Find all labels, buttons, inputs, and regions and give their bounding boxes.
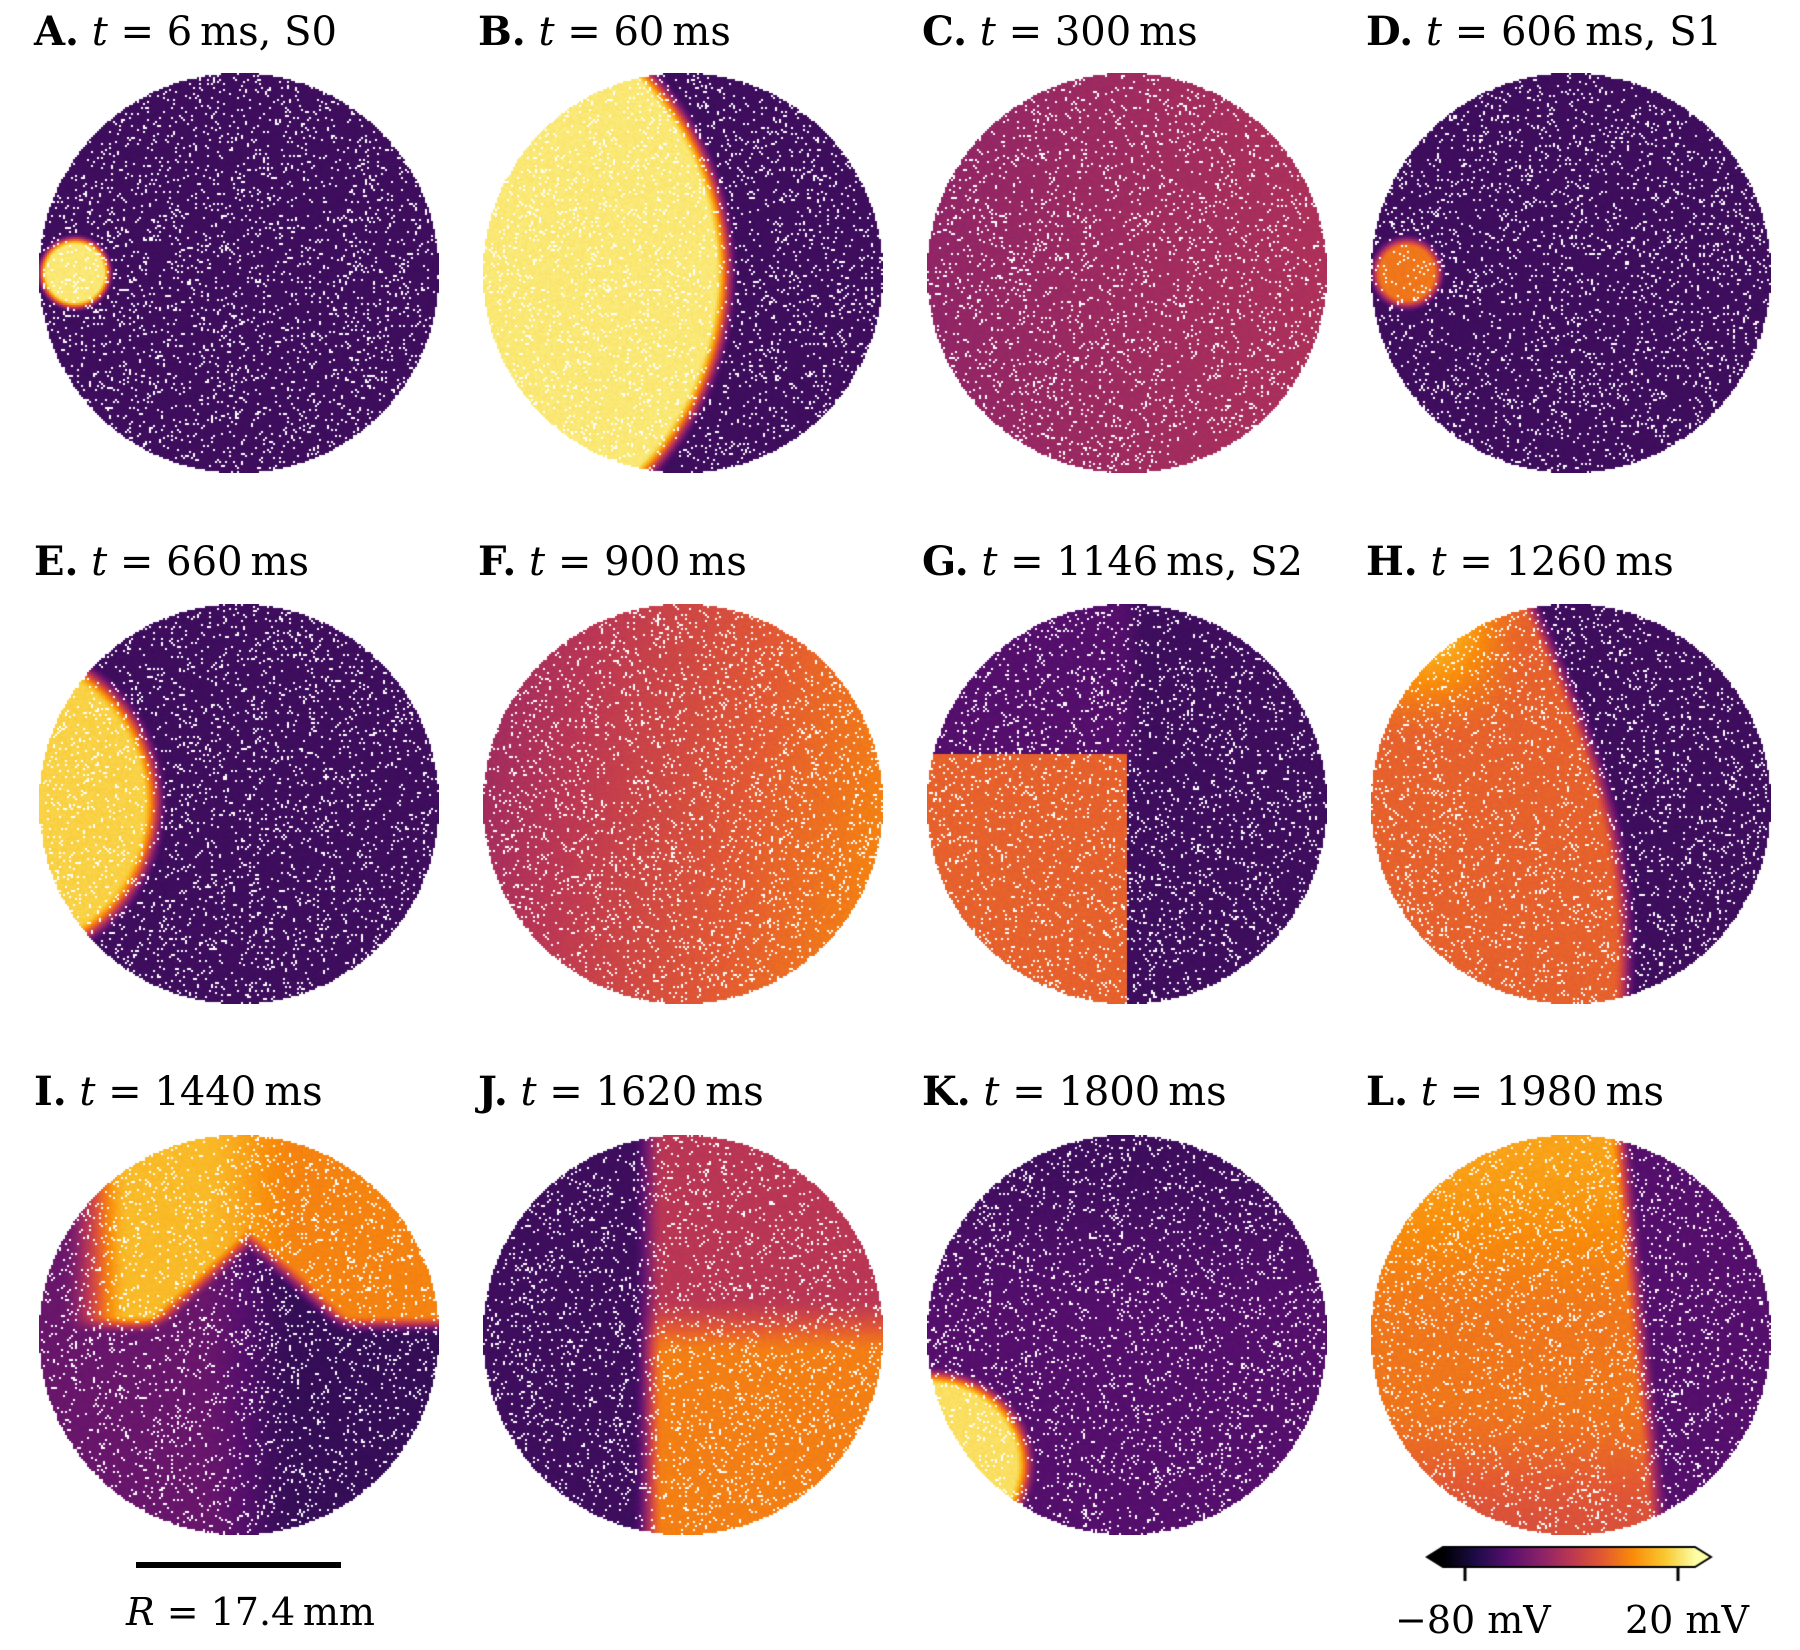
panel-letter: L. — [1366, 1068, 1409, 1115]
time-value: 900 — [604, 539, 681, 585]
panel-title: I. t = 1440 ms — [34, 1068, 323, 1115]
time-unit: ms — [1615, 539, 1674, 585]
panel-title: C. t = 300 ms — [922, 8, 1198, 55]
time-variable: t — [1425, 9, 1442, 55]
voltage-map-panel-c — [927, 73, 1327, 473]
time-value: 1260 — [1505, 539, 1608, 585]
time-unit: ms — [1585, 9, 1644, 55]
panel-title: B. t = 60 ms — [478, 8, 731, 55]
time-unit: ms — [264, 1069, 323, 1115]
voltage-map-panel-e — [39, 604, 439, 1004]
colorbar-min-label: −80 mV — [1395, 1598, 1551, 1642]
voltage-map-panel-d — [1371, 73, 1771, 473]
voltage-map-panel-f — [483, 604, 883, 1004]
time-value: 1980 — [1495, 1069, 1598, 1115]
panel-title: K. t = 1800 ms — [922, 1068, 1227, 1115]
voltage-map-panel-l — [1371, 1135, 1771, 1535]
colorbar — [1425, 1545, 1725, 1595]
time-unit: ms — [672, 9, 731, 55]
time-variable: t — [91, 9, 108, 55]
panel-title: J. t = 1620 ms — [478, 1068, 764, 1115]
panel-letter: H. — [1366, 538, 1418, 585]
stimulus-label: , S0 — [258, 9, 337, 55]
panel-title: D. t = 606 ms, S1 — [1366, 8, 1723, 55]
panel-letter: K. — [922, 1068, 971, 1115]
scale-unit: mm — [302, 1590, 375, 1634]
voltage-map-panel-k — [927, 1135, 1327, 1535]
time-value: 1800 — [1058, 1069, 1161, 1115]
panel-title: G. t = 1146 ms, S2 — [922, 538, 1303, 585]
panel-letter: A. — [34, 8, 79, 55]
panel-letter: I. — [34, 1068, 67, 1115]
time-value: 660 — [166, 539, 243, 585]
time-unit: ms — [1166, 539, 1225, 585]
time-value: 1620 — [595, 1069, 698, 1115]
time-variable: t — [1420, 1069, 1437, 1115]
panel-title: H. t = 1260 ms — [1366, 538, 1674, 585]
voltage-map-panel-g — [927, 604, 1327, 1004]
voltage-map-panel-h — [1371, 604, 1771, 1004]
colorbar-max-label: 20 mV — [1625, 1598, 1749, 1642]
scale-symbol: R — [126, 1590, 155, 1634]
voltage-map-panel-b — [483, 73, 883, 473]
time-variable: t — [1430, 539, 1447, 585]
time-unit: ms — [200, 9, 259, 55]
scale-bar — [136, 1562, 341, 1568]
time-variable: t — [529, 539, 546, 585]
time-variable: t — [79, 1069, 96, 1115]
time-variable: t — [520, 1069, 537, 1115]
time-variable: t — [981, 539, 998, 585]
time-variable: t — [979, 9, 996, 55]
voltage-map-panel-a — [39, 73, 439, 473]
panel-letter: C. — [922, 8, 968, 55]
stimulus-label: , S1 — [1643, 9, 1723, 55]
time-value: 6 — [166, 9, 193, 55]
scale-value: 17.4 — [210, 1590, 296, 1634]
time-value: 1440 — [154, 1069, 257, 1115]
panel-title: F. t = 900 ms — [478, 538, 747, 585]
stimulus-label: , S2 — [1224, 539, 1303, 585]
time-variable: t — [983, 1069, 1000, 1115]
panel-letter: J. — [478, 1068, 508, 1115]
time-unit: ms — [1168, 1069, 1227, 1115]
voltage-map-panel-j — [483, 1135, 883, 1535]
panel-letter: B. — [478, 8, 526, 55]
time-unit: ms — [688, 539, 747, 585]
time-unit: ms — [705, 1069, 764, 1115]
panel-title: L. t = 1980 ms — [1366, 1068, 1665, 1115]
time-unit: ms — [1139, 9, 1198, 55]
panel-title: E. t = 660 ms — [34, 538, 309, 585]
time-value: 1146 — [1056, 539, 1159, 585]
time-value: 606 — [1500, 9, 1578, 55]
panel-letter: F. — [478, 538, 517, 585]
time-value: 300 — [1054, 9, 1132, 55]
time-variable: t — [91, 539, 108, 585]
panel-letter: G. — [922, 538, 969, 585]
panel-letter: D. — [1366, 8, 1414, 55]
panel-title: A. t = 6 ms, S0 — [34, 8, 337, 55]
scale-bar-label: R = 17.4 mm — [126, 1590, 375, 1634]
panel-letter: E. — [34, 538, 79, 585]
time-value: 60 — [613, 9, 665, 55]
time-unit: ms — [1605, 1069, 1665, 1115]
time-unit: ms — [250, 539, 309, 585]
voltage-map-panel-i — [39, 1135, 439, 1535]
time-variable: t — [538, 9, 555, 55]
